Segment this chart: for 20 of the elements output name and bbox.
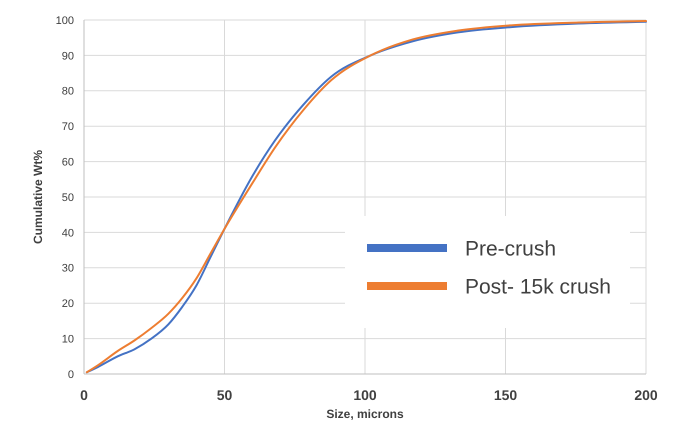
y-axis-title: Cumulative Wt% bbox=[31, 150, 45, 244]
y-tick-label: 30 bbox=[62, 262, 74, 275]
y-tick-label: 90 bbox=[62, 50, 74, 62]
legend-label: Post- 15k crush bbox=[465, 275, 611, 298]
x-tick-label: 100 bbox=[353, 387, 377, 403]
x-tick-label: 0 bbox=[80, 387, 88, 403]
y-tick-label: 60 bbox=[62, 156, 74, 168]
y-tick-label: 50 bbox=[62, 192, 74, 204]
x-tick-label: 50 bbox=[216, 387, 232, 403]
legend-label: Pre-crush bbox=[465, 237, 556, 260]
y-tick-label: 100 bbox=[56, 14, 74, 27]
y-tick-label: 0 bbox=[68, 368, 74, 381]
y-tick-label: 10 bbox=[62, 333, 74, 346]
x-tick-label: 150 bbox=[494, 387, 518, 403]
y-tick-label: 20 bbox=[62, 298, 74, 310]
x-axis-title: Size, microns bbox=[326, 407, 404, 421]
y-tick-label: 70 bbox=[62, 121, 74, 134]
y-tick-label: 80 bbox=[62, 86, 74, 98]
y-tick-label: 40 bbox=[62, 227, 74, 240]
x-tick-label: 200 bbox=[634, 387, 658, 403]
